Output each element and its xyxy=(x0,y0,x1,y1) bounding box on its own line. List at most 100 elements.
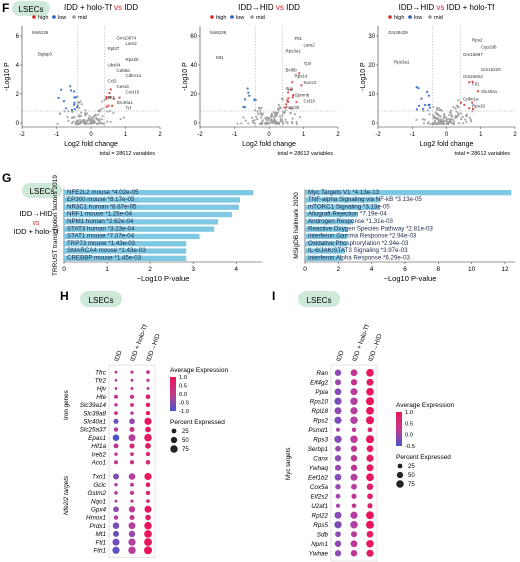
gene-label: Epas1 xyxy=(88,435,106,442)
point xyxy=(468,107,471,110)
y-tick-label: 2 xyxy=(16,92,20,98)
volcano-plot-3: IDD→HID vs IDD + holo-Tf high low mid -2 -1 0 1… xyxy=(360,3,517,157)
point xyxy=(422,122,426,125)
point xyxy=(236,122,239,125)
gene-label: Cxcl10 xyxy=(126,89,140,94)
expression-dot xyxy=(366,454,374,462)
point xyxy=(243,106,247,109)
gene-label: Mt1 xyxy=(96,531,107,538)
point xyxy=(109,109,112,113)
point xyxy=(75,119,79,122)
point xyxy=(428,103,431,106)
bar-label: IL-6/JAK/STAT3 Signaling *3.97e-03 xyxy=(308,247,408,254)
point xyxy=(457,122,460,125)
gene-label: Rps3 xyxy=(313,436,328,443)
expression-dot xyxy=(129,460,135,465)
expression-dot xyxy=(144,546,152,555)
expression-dot xyxy=(112,473,120,480)
points xyxy=(236,72,303,126)
point xyxy=(108,96,111,99)
column-header: IDD xyxy=(113,349,124,362)
point xyxy=(262,112,265,115)
gene-label: Gpnmb xyxy=(295,92,310,97)
point xyxy=(457,106,460,109)
expression-dot xyxy=(114,482,118,487)
gene-label: Ubx04 xyxy=(108,62,122,67)
pill-lsecs-f xyxy=(12,1,50,16)
gene-label: Ccl10 xyxy=(304,99,316,104)
point xyxy=(426,109,429,112)
point xyxy=(242,116,245,119)
bar-label: STAT3 human *3.23e-04 xyxy=(67,225,135,232)
gene-label: Ftl1 xyxy=(472,82,480,87)
point xyxy=(74,122,77,125)
bar-label: STAT1 mouse *7.07e-04 xyxy=(67,233,135,240)
expression-dot xyxy=(350,540,358,548)
gene-labels: Gm28439 Rps2 Cyp2d6 Gm16897 Rps3a1 Gm15220 Gm2… xyxy=(388,30,501,109)
legend-dot-mid xyxy=(428,15,432,19)
gene-label: Rpl37 xyxy=(108,46,120,51)
point xyxy=(254,109,257,112)
expression-dot xyxy=(113,515,119,520)
gene-label: Txn1 xyxy=(92,474,106,481)
point xyxy=(415,86,418,89)
point xyxy=(259,111,262,114)
expression-dot xyxy=(145,490,151,496)
point xyxy=(476,90,480,93)
point xyxy=(459,101,463,104)
x-tick-label: 3 xyxy=(191,266,195,273)
point xyxy=(90,119,94,122)
expression-dot xyxy=(146,378,150,382)
point xyxy=(283,106,286,109)
point xyxy=(417,104,421,107)
pct-tick: 75 xyxy=(408,482,415,488)
point xyxy=(98,122,101,125)
point xyxy=(446,117,449,120)
pct-dot xyxy=(170,436,178,444)
bar-label: NFE2L2 mouse *4.02e-05 xyxy=(67,189,139,196)
point xyxy=(291,81,294,84)
point xyxy=(87,122,90,125)
pct-dot xyxy=(396,480,404,488)
dot-plot-myc: IDD IDD + holo-TfIDD→HIDRanEif4g2PpiaRps1… xyxy=(285,324,454,562)
x-tick-label: -2 xyxy=(197,132,203,138)
expression-dot xyxy=(113,418,119,424)
point xyxy=(103,98,106,102)
point xyxy=(437,121,440,124)
gene-label: Ywhae xyxy=(309,550,329,557)
bar xyxy=(64,255,187,261)
x-tick-label: 0 xyxy=(62,266,66,273)
point xyxy=(108,91,111,95)
expression-dot xyxy=(128,522,136,530)
gene-label: Ftl1 xyxy=(295,36,303,41)
point xyxy=(279,106,282,110)
bar-label: TNF-alpha Signaling via NF-kB *3.13e-05 xyxy=(308,196,422,203)
point xyxy=(76,95,79,98)
gene-label: Lars2 xyxy=(126,41,138,46)
point xyxy=(85,112,89,115)
x-tick-label: 2 xyxy=(148,266,152,273)
point xyxy=(468,116,471,119)
expression-dot xyxy=(366,406,374,415)
legend: high low mid xyxy=(388,15,443,21)
expression-dot xyxy=(366,483,374,491)
gene-label: Ywhaq xyxy=(309,465,329,472)
point xyxy=(417,87,420,90)
expression-dot xyxy=(128,434,136,442)
gene-label: Trf xyxy=(126,106,132,111)
point xyxy=(428,106,432,109)
x-tick-label: -1 xyxy=(410,132,416,138)
title-a: IDD→HID xyxy=(238,3,276,12)
expression-dot xyxy=(112,434,120,441)
point xyxy=(432,121,435,125)
group-label-myc: Myc targets xyxy=(285,447,292,480)
bar xyxy=(305,255,342,261)
point xyxy=(279,119,282,123)
gene-label: Eef1b2 xyxy=(308,474,328,481)
gene-label: Rps3a1 xyxy=(286,49,302,54)
point xyxy=(63,110,66,113)
point xyxy=(437,107,440,110)
expression-dot xyxy=(350,454,358,462)
point xyxy=(443,120,446,123)
